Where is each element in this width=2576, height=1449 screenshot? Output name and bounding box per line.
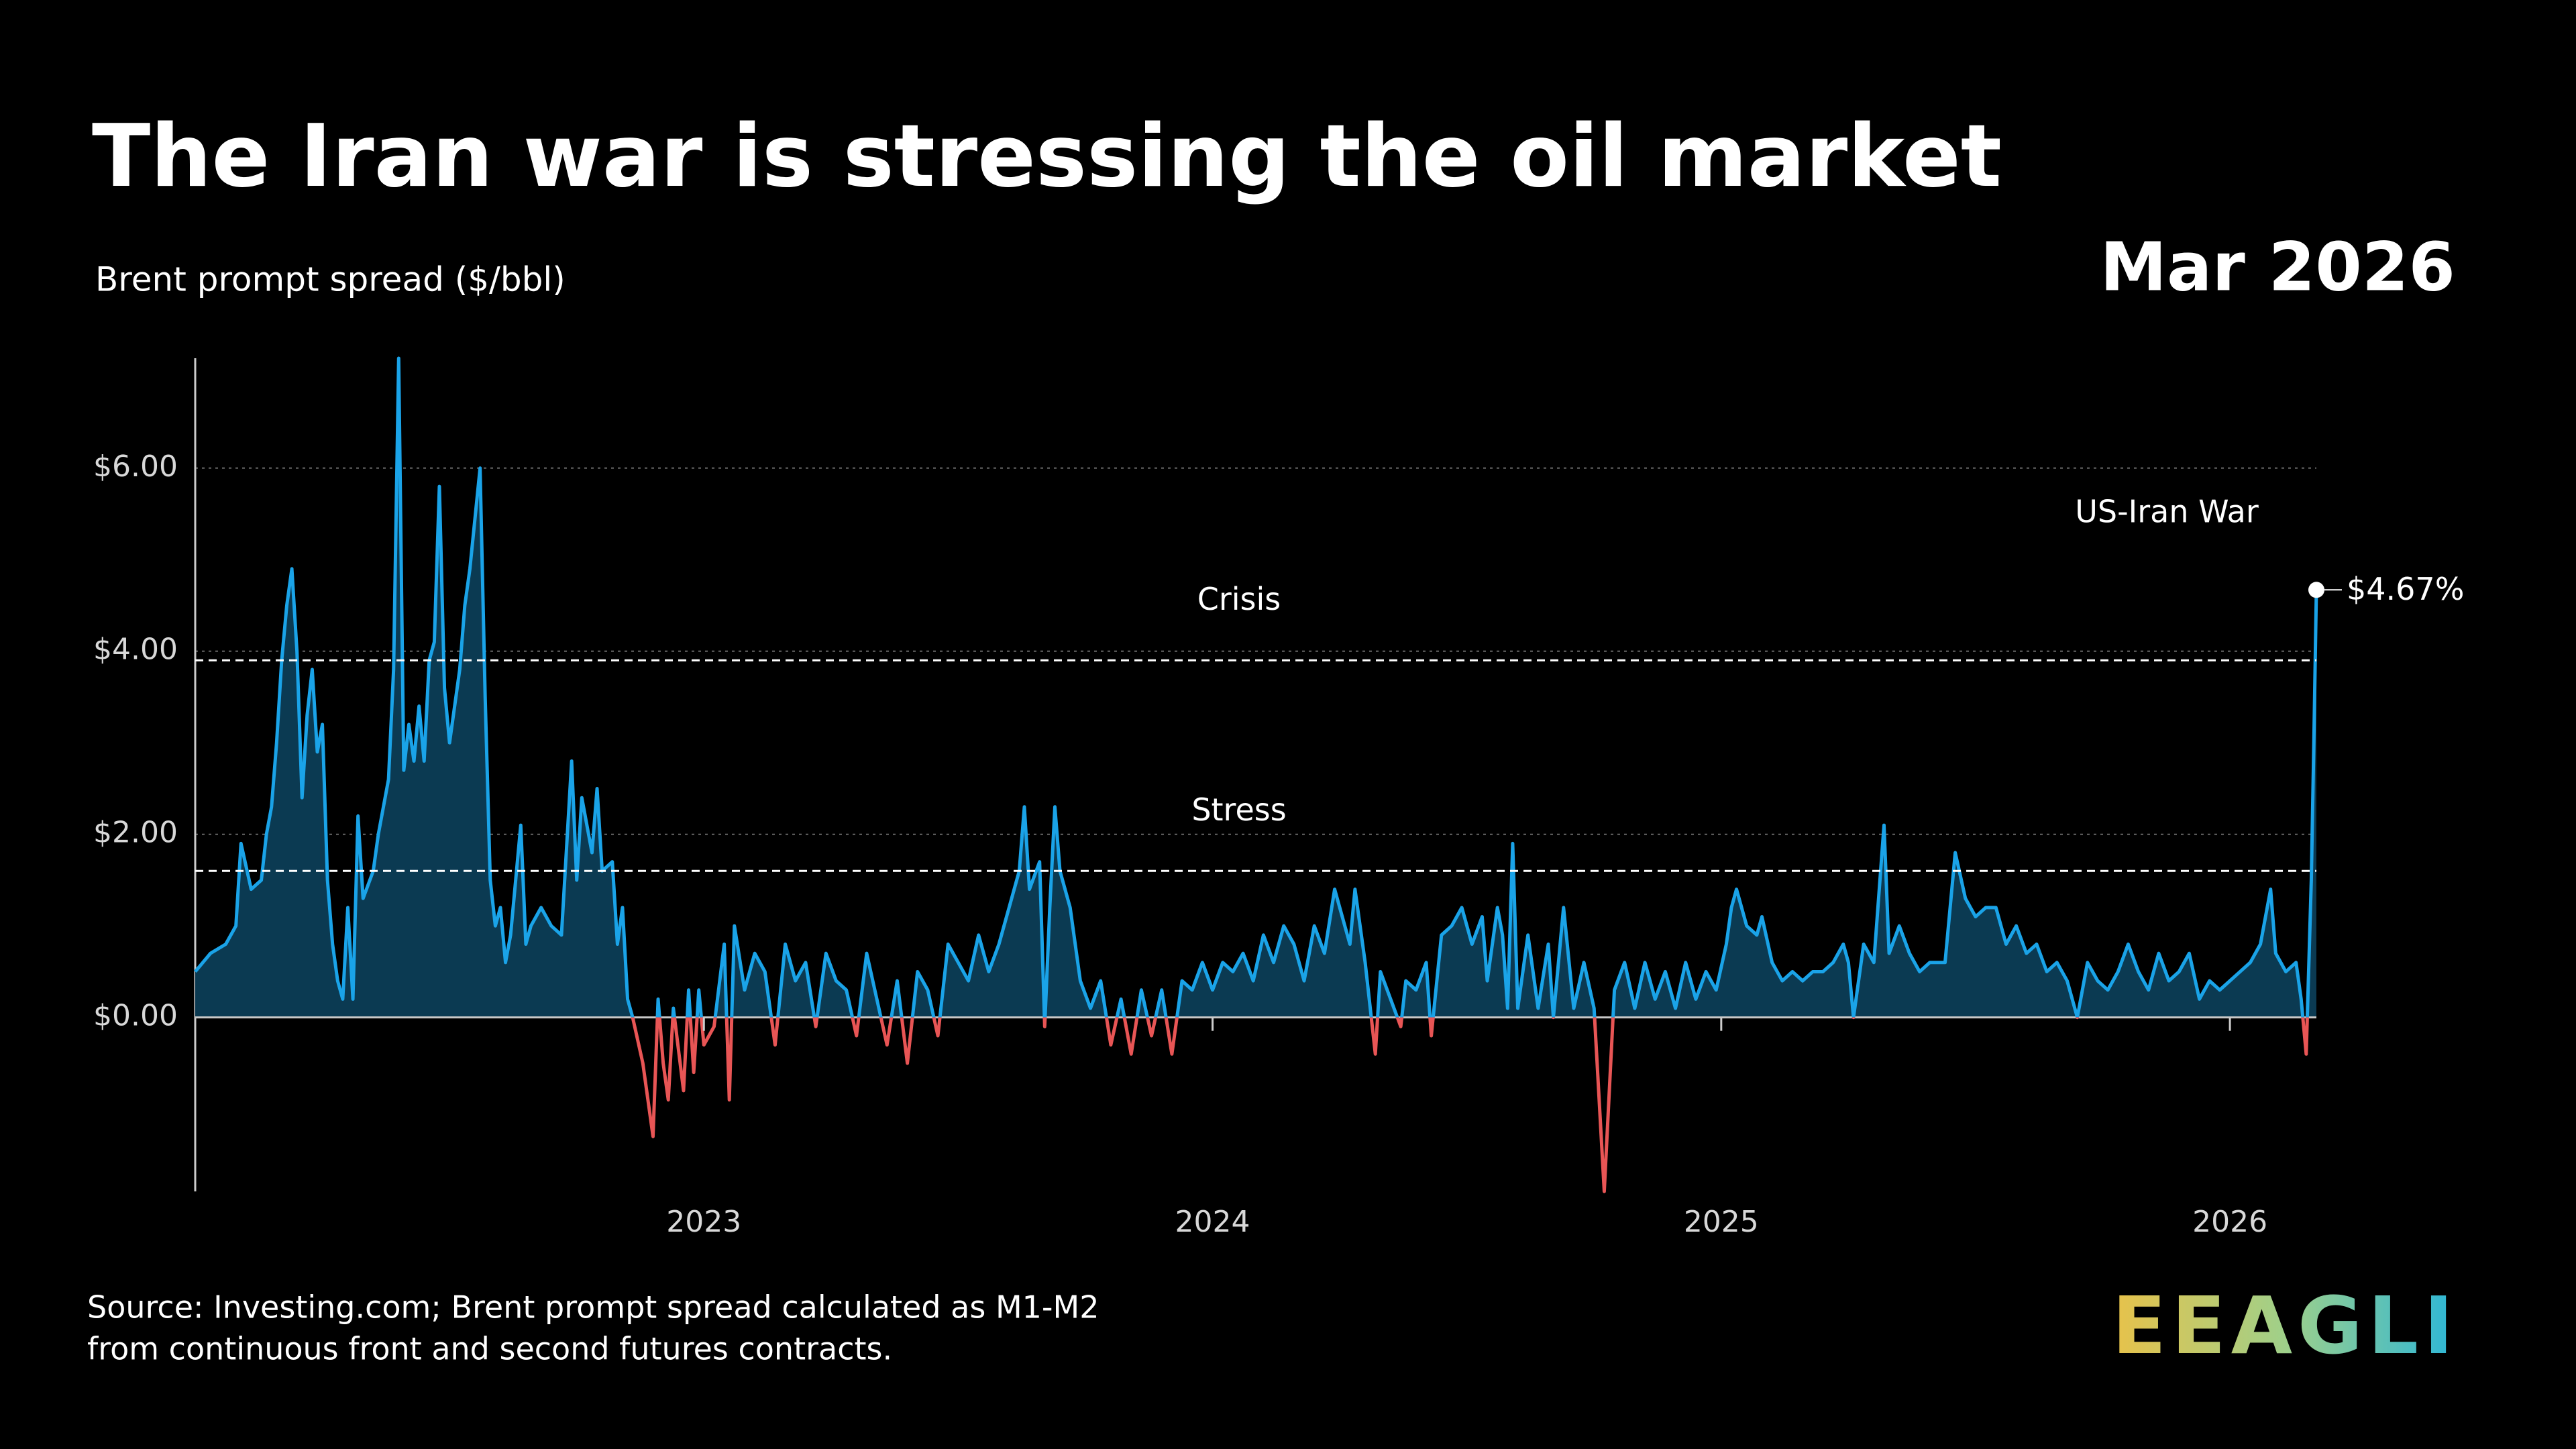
x-tick-label: 2026 — [2192, 1205, 2267, 1239]
y-axis-label: Brent prompt spread ($/bbl) — [95, 260, 566, 299]
y-tick-label: $0.00 — [93, 999, 178, 1033]
reference-label: Crisis — [1197, 581, 1281, 617]
x-tick-label: 2023 — [666, 1205, 741, 1239]
y-tick-label: $4.00 — [93, 633, 178, 667]
source-text: Source: Investing.com; Brent prompt spre… — [87, 1289, 1099, 1326]
y-tick-label: $6.00 — [93, 449, 178, 484]
chart-title: The Iran war is stressing the oil market — [92, 107, 2002, 207]
end-point — [2308, 582, 2324, 598]
logo: EEAGLI — [2112, 1279, 2459, 1372]
reference-label: Stress — [1191, 792, 1286, 828]
x-tick-label: 2024 — [1175, 1205, 1250, 1239]
end-label: $4.67% — [2347, 571, 2464, 607]
source-text: from continuous front and second futures… — [87, 1331, 892, 1367]
x-tick-label: 2025 — [1684, 1205, 1759, 1239]
y-tick-label: $2.00 — [93, 816, 178, 850]
area — [195, 358, 2316, 1018]
line — [194, 356, 2318, 1193]
date-label: Mar 2026 — [2100, 227, 2455, 306]
annotation: US-Iran War — [2075, 494, 2259, 530]
